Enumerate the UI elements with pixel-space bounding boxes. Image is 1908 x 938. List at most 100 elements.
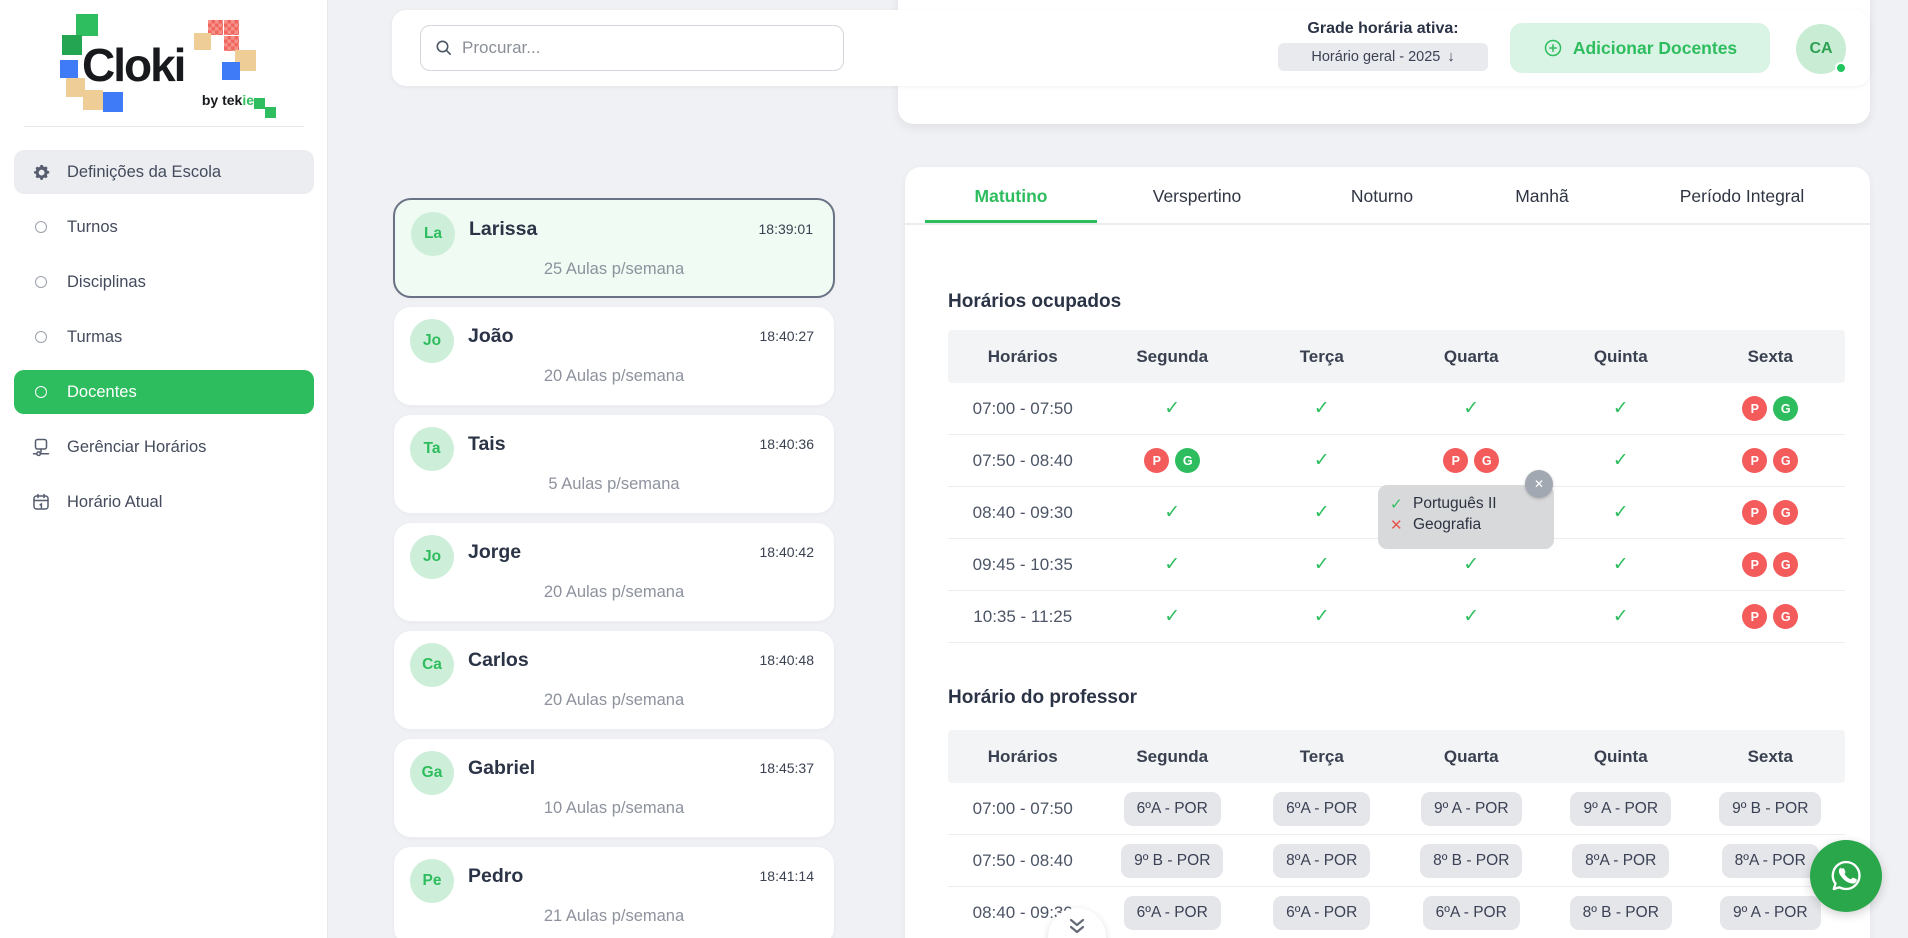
teacher-avatar: Ca xyxy=(410,643,454,687)
logo-pixel xyxy=(224,20,239,35)
column-header: Sexta xyxy=(1747,346,1793,366)
subject-badge-g[interactable]: G xyxy=(1773,448,1799,473)
teacher-avatar: La xyxy=(411,212,455,256)
avatar-initials: CA xyxy=(1809,40,1833,57)
search-input[interactable] xyxy=(462,38,843,58)
subject-badge-p[interactable]: P xyxy=(1742,604,1768,629)
shift-tabs: Matutino Verspertino Noturno Manhã Período I… xyxy=(905,167,1870,225)
professor-section-title: Horário do professor xyxy=(948,687,1137,708)
column-header: Horários xyxy=(987,346,1058,366)
subject-badge-g[interactable]: G xyxy=(1773,604,1799,629)
subject-badge-p[interactable]: P xyxy=(1443,448,1469,473)
sidebar-item-disciplinas[interactable]: Disciplinas xyxy=(14,260,314,304)
subject-badge-p[interactable]: P xyxy=(1742,396,1768,421)
tab-verspertino[interactable]: Verspertino xyxy=(1152,186,1242,206)
check-icon: ✓ xyxy=(1463,606,1480,627)
time-slot-label: 07:00 - 07:50 xyxy=(972,798,1073,818)
teacher-timestamp: 18:40:27 xyxy=(759,328,815,344)
teacher-card-larissa[interactable]: La Larissa 18:39:01 25 Aulas p/semana xyxy=(393,198,835,298)
tooltip-close-button[interactable]: ✕ xyxy=(1525,470,1553,498)
sidebar-item-label: Gerênciar Horários xyxy=(67,437,207,456)
subject-badge-p[interactable]: P xyxy=(1742,500,1768,525)
sidebar-item-horario-atual[interactable]: Horário Atual xyxy=(14,480,314,524)
teacher-card-jorge[interactable]: Jo Jorge 18:40:42 20 Aulas p/semana xyxy=(393,522,835,622)
check-icon: ✓ xyxy=(1313,398,1330,419)
table-row: 07:50 - 08:40 9º B - POR 8ºA - POR 8º B - P… xyxy=(948,835,1845,887)
subject-badge-p[interactable]: P xyxy=(1742,552,1768,577)
professor-table: Horários Segunda Terça Quarta Quinta Sexta 07:… xyxy=(948,730,1845,938)
logo-byline-prefix: by tek xyxy=(201,92,243,108)
conflict-tooltip: ✓ Português II ✕ Geografia xyxy=(1378,485,1554,549)
sidebar-item-docentes[interactable]: Docentes xyxy=(14,370,314,414)
user-avatar[interactable]: CA xyxy=(1796,24,1847,74)
table-row: 07:00 - 07:50 ✓ ✓ ✓ ✓ P G xyxy=(948,383,1845,435)
tab-manha[interactable]: Manhã xyxy=(1515,186,1569,206)
subject-badge-g[interactable]: G xyxy=(1474,448,1500,473)
sidebar-item-turmas[interactable]: Turmas xyxy=(14,315,314,359)
sidebar-item-label: Disciplinas xyxy=(67,272,146,291)
time-slot-label: 09:45 - 10:35 xyxy=(972,554,1073,574)
subject-badge-g[interactable]: G xyxy=(1773,552,1799,577)
whatsapp-button[interactable] xyxy=(1810,840,1882,912)
class-assignment-pill: 9º A - POR xyxy=(1719,895,1821,930)
tab-matutino[interactable]: Matutino xyxy=(925,167,1097,223)
logo-pixel xyxy=(222,62,240,80)
subject-badge-p[interactable]: P xyxy=(1144,448,1170,473)
subject-badge-p[interactable]: P xyxy=(1742,448,1768,473)
logo-pixel xyxy=(254,98,265,109)
time-slot-label: 08:40 - 09:30 xyxy=(972,502,1073,522)
arrow-down-icon: ↓ xyxy=(1447,49,1455,65)
logo-pixel xyxy=(194,33,211,50)
subject-badge-g[interactable]: G xyxy=(1175,448,1201,473)
teacher-card-tais[interactable]: Ta Tais 18:40:36 5 Aulas p/semana xyxy=(393,414,835,514)
tooltip-line: ✕ Geografia xyxy=(1390,516,1542,534)
check-icon: ✓ xyxy=(1463,554,1480,575)
sidebar-item-definicoes-da-escola[interactable]: Definições da Escola xyxy=(14,150,314,194)
circle-icon xyxy=(30,331,52,343)
teacher-card-joao[interactable]: Jo João 18:40:27 20 Aulas p/semana xyxy=(393,306,835,406)
check-icon: ✓ xyxy=(1164,398,1181,419)
sidebar-item-turnos[interactable]: Turnos xyxy=(14,205,314,249)
grade-dropdown-value: Horário geral - 2025 xyxy=(1311,49,1441,65)
sidebar-item-label: Horário Atual xyxy=(67,492,163,511)
top-header: Grade horária ativa: Horário geral - 202… xyxy=(392,10,1870,86)
logo-pixel xyxy=(235,50,256,71)
teacher-weekly-load: 25 Aulas p/semana xyxy=(543,260,685,278)
teacher-timestamp: 18:40:36 xyxy=(759,436,815,452)
subject-badge-g[interactable]: G xyxy=(1773,500,1799,525)
teacher-card-gabriel[interactable]: Ga Gabriel 18:45:37 10 Aulas p/semana xyxy=(393,738,835,838)
class-assignment-pill: 9º A - POR xyxy=(1420,791,1522,826)
check-icon: ✓ xyxy=(1164,502,1181,523)
sidebar-item-label: Docentes xyxy=(67,382,137,401)
check-icon: ✓ xyxy=(1164,606,1181,627)
table-header-row: Horários Segunda Terça Quarta Quinta Sexta xyxy=(948,330,1845,383)
tab-periodo-integral[interactable]: Período Integral xyxy=(1679,186,1805,206)
time-slot-label: 07:50 - 08:40 xyxy=(972,850,1073,870)
chevron-down-icon xyxy=(1067,918,1087,938)
teacher-avatar: Pe xyxy=(410,859,454,903)
table-header-row: Horários Segunda Terça Quarta Quinta Sexta xyxy=(948,730,1845,783)
time-slot-label: 08:40 - 09:30 xyxy=(972,902,1073,922)
column-header: Terça xyxy=(1299,746,1344,766)
subject-badge-g[interactable]: G xyxy=(1773,396,1799,421)
check-icon: ✓ xyxy=(1313,554,1330,575)
add-docentes-button[interactable]: Adicionar Docentes xyxy=(1510,23,1770,73)
grade-dropdown[interactable]: Horário geral - 2025 ↓ xyxy=(1278,43,1488,71)
class-assignment-pill: 8ºA - POR xyxy=(1721,843,1819,878)
sidebar-item-gerenciar-horarios[interactable]: Gerênciar Horários xyxy=(14,425,314,469)
check-icon: ✓ xyxy=(1164,554,1181,575)
tab-noturno[interactable]: Noturno xyxy=(1350,186,1414,206)
teacher-name: Tais xyxy=(468,433,506,455)
check-icon: ✓ xyxy=(1612,398,1629,419)
teacher-card-pedro[interactable]: Pe Pedro 18:41:14 21 Aulas p/semana xyxy=(393,846,835,938)
column-header: Quarta xyxy=(1443,746,1499,766)
logo-pixel xyxy=(66,78,85,97)
teacher-card-carlos[interactable]: Ca Carlos 18:40:48 20 Aulas p/semana xyxy=(393,630,835,730)
